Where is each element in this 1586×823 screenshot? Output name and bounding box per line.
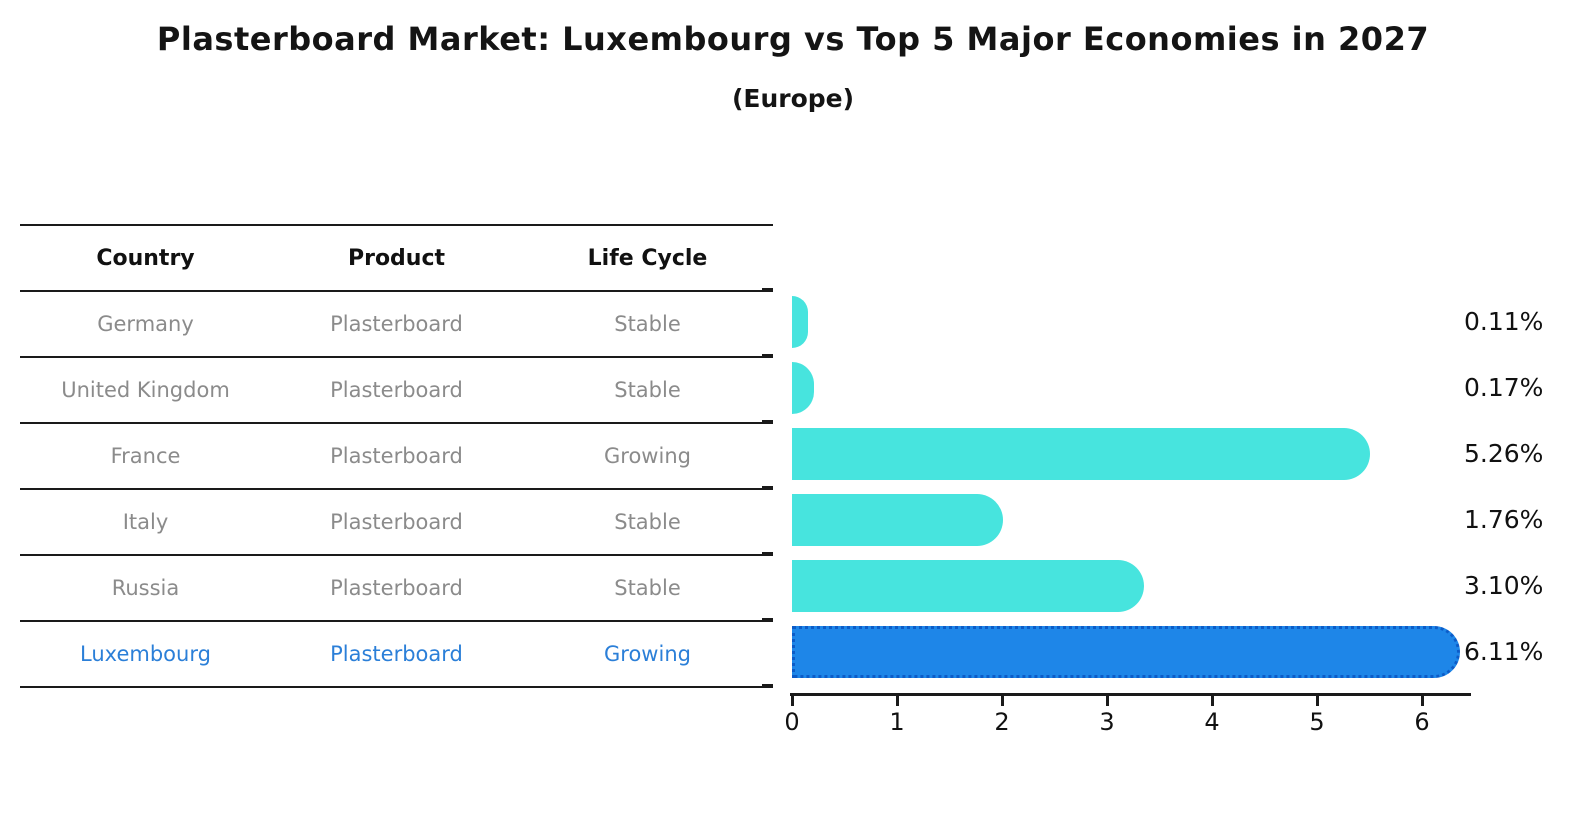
- x-tick-label: 4: [1204, 708, 1220, 736]
- value-label-luxembourg: 6.11%: [1464, 637, 1544, 666]
- bar-russia: [792, 560, 1144, 612]
- bar-italy: [792, 494, 1003, 546]
- cell-life-cycle: Stable: [614, 378, 681, 402]
- x-tick-mark: [896, 696, 899, 706]
- cell-product: Plasterboard: [330, 444, 463, 468]
- x-tick-mark: [1001, 696, 1004, 706]
- x-tick-label: 3: [1099, 708, 1115, 736]
- value-label-italy: 1.76%: [1464, 505, 1544, 534]
- table-row-luxembourg: Luxembourg Plasterboard Growing: [20, 622, 773, 688]
- bar-united-kingdom: [792, 362, 814, 414]
- x-tick-mark: [1316, 696, 1319, 706]
- table-row-united-kingdom: United Kingdom Plasterboard Stable: [20, 358, 773, 424]
- cell-country: Luxembourg: [80, 642, 211, 666]
- cell-product: Plasterboard: [330, 642, 463, 666]
- chart-subtitle: (Europe): [731, 84, 855, 113]
- value-label-united-kingdom: 0.17%: [1464, 373, 1544, 402]
- x-tick-mark: [1421, 696, 1424, 706]
- table-header-row: Country Product Life Cycle: [20, 226, 773, 292]
- bar-luxembourg: [792, 626, 1460, 678]
- table-row-france: France Plasterboard Growing: [20, 424, 773, 490]
- cell-product: Plasterboard: [330, 378, 463, 402]
- chart-title: Plasterboard Market: Luxembourg vs Top 5…: [156, 20, 1430, 58]
- cell-life-cycle: Growing: [604, 444, 691, 468]
- column-header-life-cycle: Life Cycle: [587, 245, 708, 271]
- value-label-russia: 3.10%: [1464, 571, 1544, 600]
- cell-country: Italy: [122, 510, 169, 534]
- x-tick-mark: [1106, 696, 1109, 706]
- column-header-country: Country: [96, 245, 195, 271]
- cell-product: Plasterboard: [330, 510, 463, 534]
- x-tick-label: 0: [784, 708, 800, 736]
- cell-country: France: [110, 444, 181, 468]
- x-tick-label: 6: [1414, 708, 1430, 736]
- table-row-russia: Russia Plasterboard Stable: [20, 556, 773, 622]
- cell-product: Plasterboard: [330, 576, 463, 600]
- value-label-germany: 0.11%: [1464, 307, 1544, 336]
- x-tick-label: 5: [1309, 708, 1325, 736]
- x-tick-label: 2: [994, 708, 1010, 736]
- cell-country: United Kingdom: [61, 378, 230, 402]
- cell-country: Germany: [97, 312, 194, 336]
- cell-life-cycle: Growing: [604, 642, 691, 666]
- cell-life-cycle: Stable: [614, 576, 681, 600]
- bar-france: [792, 428, 1371, 480]
- table-row-germany: Germany Plasterboard Stable: [20, 292, 773, 358]
- column-header-product: Product: [347, 245, 446, 271]
- cell-country: Russia: [111, 576, 180, 600]
- x-tick-mark: [1211, 696, 1214, 706]
- x-tick-mark: [791, 696, 794, 706]
- bar-germany: [792, 296, 808, 348]
- cell-product: Plasterboard: [330, 312, 463, 336]
- table-row-italy: Italy Plasterboard Stable: [20, 490, 773, 556]
- x-axis-line: [790, 693, 1471, 696]
- value-label-france: 5.26%: [1464, 439, 1544, 468]
- cell-life-cycle: Stable: [614, 312, 681, 336]
- x-tick-label: 1: [889, 708, 905, 736]
- country-table: Country Product Life Cycle Germany Plaste…: [20, 224, 773, 688]
- cell-life-cycle: Stable: [614, 510, 681, 534]
